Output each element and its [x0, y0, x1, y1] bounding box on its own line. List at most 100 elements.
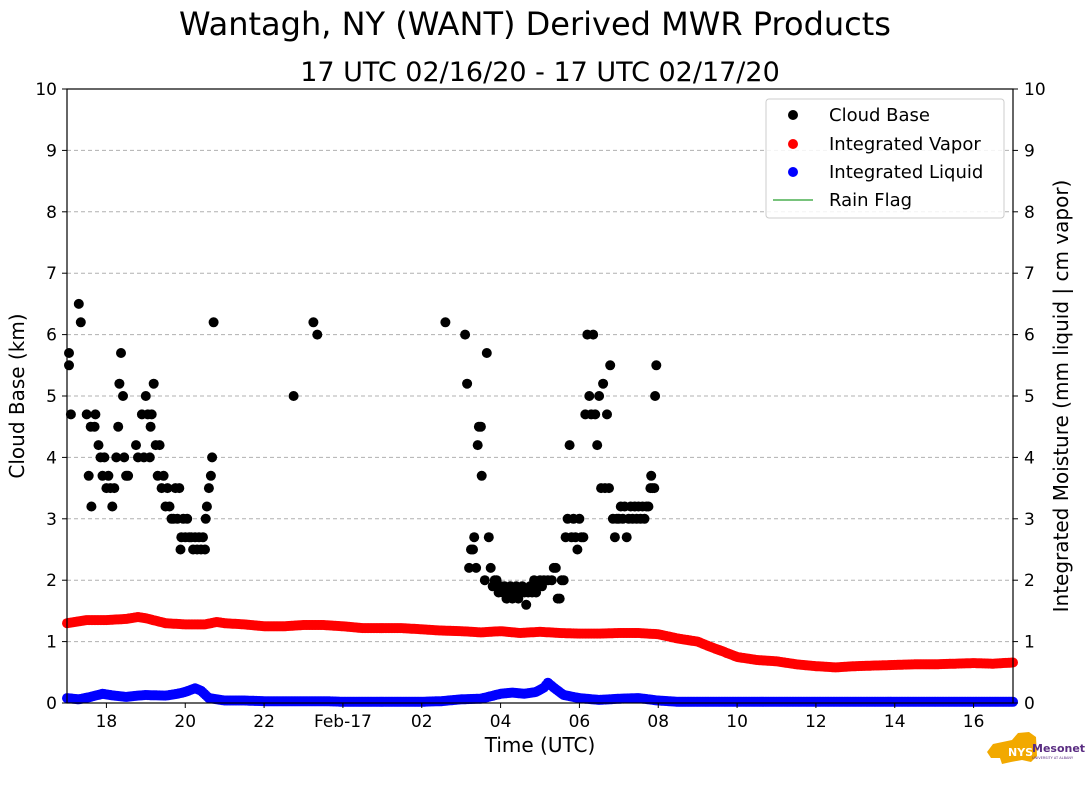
- x-tick-label: 04: [490, 712, 512, 732]
- y-gridlines: [67, 149, 1013, 643]
- legend-label-integrated-liquid: Integrated Liquid: [829, 162, 983, 183]
- nys-mesonet-logo: NYS Mesonet UNIVERSITY AT ALBANY: [987, 732, 1085, 764]
- cloud-base-point: [200, 513, 211, 524]
- legend-label-rain-flag: Rain Flag: [829, 190, 912, 211]
- cloud-base-point: [145, 421, 156, 432]
- y-tick-label-right: 2: [1024, 571, 1035, 591]
- cloud-base-point: [99, 452, 110, 463]
- cloud-base-point: [564, 440, 575, 451]
- cloud-base-point: [590, 409, 601, 420]
- y-tick-label-left: 10: [35, 80, 57, 100]
- y-tick-label-left: 7: [46, 264, 57, 284]
- x-tick-label: Feb-17: [314, 712, 372, 732]
- cloud-base-point: [479, 575, 490, 586]
- cloud-base-point: [621, 532, 632, 543]
- cloud-base-point: [604, 483, 614, 494]
- y-tick-label-left: 8: [46, 203, 57, 223]
- x-tick-label: 20: [174, 712, 196, 732]
- cloud-base-point: [109, 483, 120, 494]
- cloud-base-point: [81, 409, 92, 420]
- cloud-base-point: [584, 391, 595, 401]
- cloud-base-series: [64, 298, 662, 610]
- x-tick-label: 02: [411, 712, 433, 732]
- x-tick-label: 08: [647, 712, 669, 732]
- y-tick-label-right: 7: [1024, 264, 1035, 284]
- y-tick-label-left: 0: [46, 694, 57, 714]
- y-tick-label-left: 2: [46, 571, 57, 591]
- cloud-base-point: [154, 440, 165, 451]
- cloud-base-point: [468, 544, 478, 555]
- integrated-liquid-series: [62, 677, 1018, 707]
- cloud-base-point: [140, 391, 151, 401]
- cloud-base-point: [119, 452, 130, 463]
- cloud-base-point: [203, 483, 214, 494]
- y-tick-label-right: 8: [1024, 203, 1035, 223]
- y-tick-label-right: 9: [1024, 141, 1035, 161]
- y-tick-label-left: 5: [46, 387, 57, 407]
- cloud-base-point: [64, 360, 74, 371]
- x-tick-label: 18: [96, 712, 118, 732]
- cloud-base-point: [162, 483, 173, 494]
- chart-subtitle: 17 UTC 02/16/20 - 17 UTC 02/17/20: [300, 57, 780, 88]
- cloud-base-point: [164, 501, 175, 512]
- cloud-base-point: [609, 532, 620, 543]
- cloud-base-point: [646, 470, 657, 481]
- legend: Cloud Base Integrated Vapor Integrated L…: [765, 98, 1005, 219]
- y-axis-label-left: Cloud Base (km): [5, 313, 29, 478]
- x-axis-label: Time (UTC): [484, 733, 596, 757]
- cloud-base-point: [483, 532, 494, 543]
- cloud-base-point: [200, 544, 210, 555]
- cloud-base-point: [643, 501, 654, 512]
- y-tick-label-right: 6: [1024, 326, 1035, 346]
- x-tick-label: 12: [805, 712, 827, 732]
- cloud-base-point: [464, 562, 475, 573]
- cloud-base-point: [90, 409, 101, 420]
- y-tick-label-right: 10: [1024, 80, 1046, 100]
- cloud-base-point: [64, 348, 74, 358]
- cloud-base-point: [462, 378, 473, 389]
- chart-title: Wantagh, NY (WANT) Derived MWR Products: [179, 5, 891, 43]
- cloud-base-point: [639, 513, 650, 524]
- cloud-base-point: [118, 391, 128, 401]
- cloud-base-point: [75, 317, 86, 328]
- cloud-base-point: [546, 575, 557, 586]
- cloud-base-point: [158, 470, 169, 481]
- x-tick-label: 16: [963, 712, 985, 732]
- cloud-base-point: [602, 409, 612, 420]
- cloud-base-point: [592, 440, 603, 451]
- legend-box: [765, 98, 1005, 219]
- y-axis-left: 0 1 2 3 4 5 6 7 8 9 10: [35, 80, 67, 714]
- cloud-base-point: [148, 378, 159, 389]
- y-tick-label-left: 6: [46, 326, 57, 346]
- y-tick-label-right: 4: [1024, 448, 1035, 468]
- cloud-base-point: [207, 452, 218, 463]
- integrated-vapor-series: [62, 612, 1018, 673]
- x-axis: 18 20 22 Feb-17 02 04 06 08 10 12 14 16: [96, 703, 985, 732]
- cloud-base-point: [651, 360, 662, 371]
- cloud-base-point: [460, 329, 471, 340]
- y-tick-label-left: 4: [46, 448, 57, 468]
- cloud-base-point: [440, 317, 451, 328]
- legend-label-integrated-vapor: Integrated Vapor: [829, 134, 981, 155]
- cloud-base-point: [481, 348, 492, 358]
- cloud-base-point: [598, 378, 609, 389]
- cloud-base-point: [485, 562, 496, 573]
- cloud-base-point: [308, 317, 319, 328]
- x-tick-label: 22: [253, 712, 275, 732]
- y-tick-label-right: 0: [1024, 694, 1035, 714]
- cloud-base-point: [103, 470, 114, 481]
- cloud-base-point: [182, 513, 193, 524]
- cloud-base-point: [288, 391, 299, 401]
- plot-series: [62, 298, 1018, 707]
- cloud-base-point: [205, 470, 216, 481]
- y-tick-label-right: 5: [1024, 387, 1035, 407]
- cloud-base-point: [550, 562, 561, 573]
- cloud-base-point: [86, 501, 97, 512]
- cloud-base-point: [116, 348, 126, 358]
- y-axis-label-right: Integrated Moisture (mm liquid | cm vapo…: [1049, 180, 1073, 613]
- cloud-base-point: [208, 317, 219, 328]
- cloud-base-point: [89, 421, 100, 432]
- logo-nys-text: NYS: [1008, 746, 1033, 759]
- logo-mesonet-text: Mesonet: [1032, 742, 1085, 755]
- cloud-base-point: [521, 599, 532, 610]
